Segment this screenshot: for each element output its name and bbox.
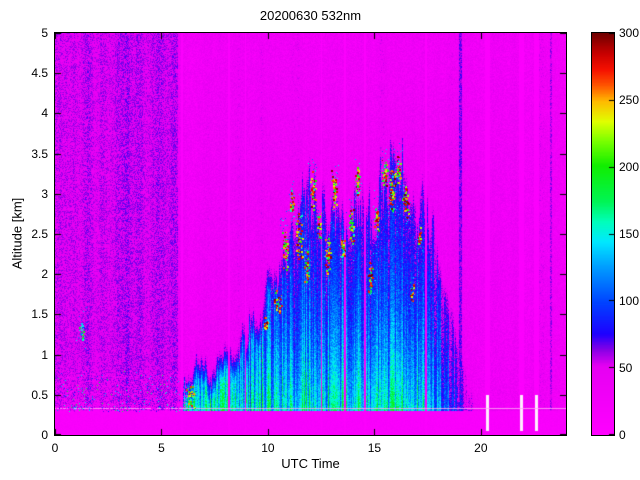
x-tick-label: 0 (51, 441, 59, 455)
colorbar (591, 32, 615, 436)
colorbar-tick-label: 300 (619, 26, 640, 40)
y-tick-label: 0.5 (31, 387, 48, 402)
y-tick-label: 0 (41, 428, 48, 442)
colorbar-tick-label: 200 (619, 160, 640, 174)
y-tick-label: 1.5 (31, 307, 48, 322)
colorbar-tick-label: 100 (619, 294, 640, 308)
y-tick-label: 4 (41, 106, 48, 121)
x-tick-label: 5 (158, 441, 165, 455)
x-tick-label: 20 (474, 441, 488, 455)
colorbar-tick-label: 150 (619, 227, 640, 241)
colorbar-tick-label: 250 (619, 93, 640, 107)
y-tick-label: 5 (41, 26, 48, 40)
colorbar-gradient (592, 33, 614, 435)
y-tick-label: 3.5 (31, 146, 48, 161)
y-tick-label: 2.5 (31, 227, 48, 241)
x-tick-label: 10 (261, 441, 275, 455)
y-tick-label: 1 (41, 347, 48, 362)
colorbar-tick-label: 0 (619, 428, 626, 442)
x-tick-label: 15 (367, 441, 382, 455)
x-axis-label: UTC Time (281, 456, 340, 471)
y-tick-label: 4.5 (31, 66, 48, 81)
heatmap-canvas (55, 33, 566, 435)
chart-title: 20200630 532nm (259, 8, 362, 23)
plot-area (54, 32, 567, 436)
y-tick-label: 3 (41, 186, 48, 201)
y-tick-label: 2 (41, 267, 48, 282)
colorbar-tick-label: 50 (619, 361, 633, 375)
